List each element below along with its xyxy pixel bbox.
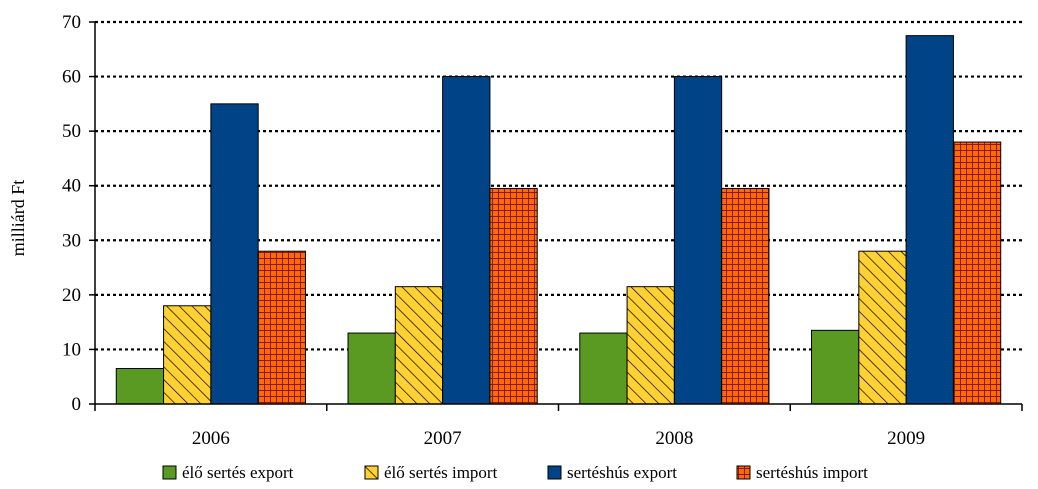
bar-4-2006: [257, 250, 306, 405]
legend-swatch: [162, 465, 177, 480]
y-tick-label: 40: [62, 176, 81, 197]
legend-swatch: [364, 465, 379, 480]
y-tick-label: 30: [62, 230, 81, 251]
bar-3-2007: [442, 76, 491, 405]
y-tick-label: 20: [62, 285, 81, 306]
legend-label: élő sertés import: [384, 463, 498, 482]
legend-label: sertéshús export: [567, 463, 677, 482]
y-tick-label: 0: [72, 394, 82, 415]
y-tick-label: 10: [62, 339, 81, 360]
bar-1-2006: [115, 368, 165, 405]
legend-label: sertéshús import: [756, 463, 868, 482]
bar-1-2009: [811, 329, 860, 405]
legend-swatch: [736, 465, 751, 480]
bar-4-2007: [489, 187, 538, 405]
gridlines: [95, 20, 1022, 351]
legend-label: élő sertés export: [182, 463, 294, 482]
axes: 0 10 20 30 40 50 60 70 2006 2007 2008 2009: [62, 12, 1023, 449]
bar-4-2009: [952, 141, 1002, 405]
bar-3-2006: [210, 103, 259, 405]
bar-3-2009: [905, 35, 954, 405]
bar-1-2007: [347, 332, 396, 405]
x-tick-label: 2007: [424, 428, 462, 449]
bar-3-2008: [673, 76, 723, 405]
bar-2-2009: [858, 250, 907, 405]
x-tick-label: 2008: [655, 428, 693, 449]
bars: [115, 35, 1002, 405]
legend: élő sertés export élő sertés import sertés…: [162, 463, 868, 482]
bar-1-2008: [579, 332, 628, 405]
bar-2-2006: [163, 305, 212, 405]
bar-2-2007: [394, 286, 444, 405]
y-tick-label: 50: [62, 121, 81, 142]
y-tick-label: 60: [62, 67, 81, 88]
y-axis-title: milliárd Ft: [8, 180, 28, 257]
x-tick-label: 2009: [887, 428, 925, 449]
x-tick-label: 2006: [192, 428, 230, 449]
bar-2-2008: [626, 286, 675, 405]
bar-4-2008: [721, 187, 770, 405]
legend-swatch: [547, 465, 562, 480]
y-tick-label: 70: [62, 12, 81, 33]
